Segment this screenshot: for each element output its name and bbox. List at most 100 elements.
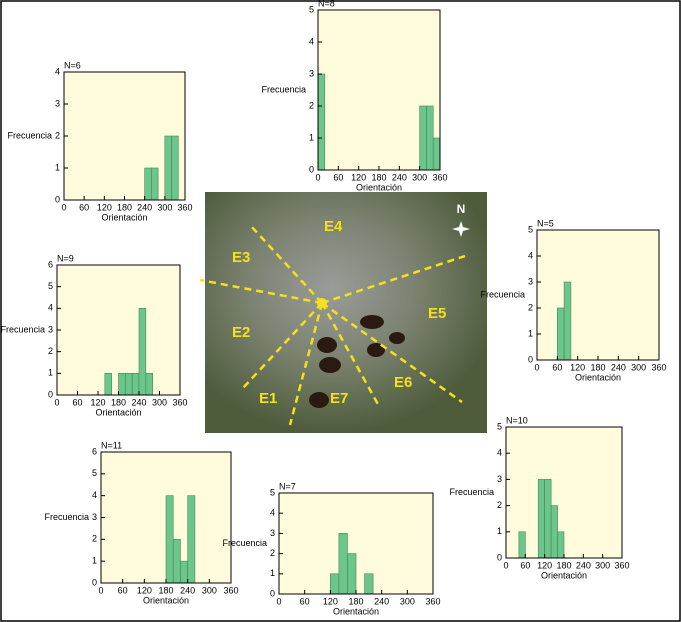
x-axis-label: Orientación [356, 182, 402, 192]
bar [125, 373, 133, 396]
x-tick-label: 0 [61, 202, 66, 212]
y-tick-label: 5 [48, 281, 53, 291]
bar [550, 505, 558, 559]
bar [426, 105, 434, 171]
bar [419, 105, 427, 171]
bar [145, 373, 153, 396]
bar [187, 495, 196, 584]
y-tick-label: 6 [48, 259, 53, 269]
bar [165, 495, 174, 584]
y-axis-label: Frecuencia [44, 512, 89, 522]
histogram-chart: 0 60 120 180 240 300 360 0 1 2 3 4 5 6 N=9 Orientación F… [0, 253, 187, 417]
y-tick-label: 4 [528, 250, 533, 260]
chart-title: N=8 [318, 0, 335, 8]
x-axis-label: Orientación [333, 606, 379, 616]
bar [537, 479, 545, 559]
y-tick-label: 2 [270, 548, 275, 558]
x-tick-label: 60 [79, 202, 89, 212]
y-tick-label: 1 [48, 368, 53, 378]
y-tick-label: 0 [528, 354, 533, 364]
histogram-chart: 0 60 120 180 240 300 360 0 1 2 3 4 5 N=10 Orientación F… [449, 415, 629, 580]
y-tick-label: 2 [92, 534, 97, 544]
y-tick-label: 5 [270, 487, 275, 497]
x-tick-label: 360 [177, 202, 192, 212]
y-axis-label: Frecuencia [449, 487, 494, 497]
bar [164, 135, 172, 201]
bar [544, 479, 552, 559]
y-tick-label: 3 [270, 528, 275, 538]
bar [171, 135, 179, 201]
y-tick-label: 1 [55, 162, 60, 172]
x-tick-label: 120 [97, 202, 112, 212]
y-axis-label: Frecuencia [0, 324, 45, 334]
x-tick-label: 60 [520, 560, 530, 570]
y-tick-label: 2 [497, 500, 502, 510]
histogram-chart: 0 60 120 180 240 300 360 0 1 2 3 4 5 N=7 Orientación Fr… [222, 481, 440, 616]
x-tick-label: 360 [425, 596, 440, 606]
bar [172, 539, 181, 584]
x-tick-label: 240 [131, 397, 146, 407]
x-axis-label: Orientación [541, 570, 587, 580]
x-tick-label: 360 [432, 172, 447, 182]
y-tick-label: 2 [309, 100, 314, 110]
chart-title: N=6 [64, 60, 81, 70]
x-tick-label: 180 [556, 560, 571, 570]
y-tick-label: 1 [528, 328, 533, 338]
x-tick-label: 60 [333, 172, 343, 182]
pits [309, 315, 405, 408]
sector-label: E1 [259, 390, 277, 407]
x-tick-label: 240 [611, 362, 626, 372]
x-tick-label: 0 [315, 172, 320, 182]
x-tick-label: 120 [90, 397, 105, 407]
north-label: N [457, 202, 466, 216]
x-tick-label: 0 [98, 585, 103, 595]
x-tick-label: 0 [54, 397, 59, 407]
x-tick-label: 240 [374, 596, 389, 606]
y-tick-label: 0 [92, 577, 97, 587]
y-tick-label: 5 [309, 4, 314, 14]
x-axis-label: Orientación [143, 595, 189, 605]
x-tick-label: 180 [371, 172, 386, 182]
y-tick-label: 1 [92, 556, 97, 566]
chart-title: N=11 [101, 440, 122, 450]
x-tick-label: 240 [180, 585, 195, 595]
bar [557, 531, 565, 559]
x-axis-label: Orientación [575, 372, 621, 382]
y-tick-label: 5 [528, 224, 533, 234]
compass [452, 221, 470, 237]
bar [338, 533, 348, 595]
bar [138, 308, 147, 396]
x-tick-label: 240 [137, 202, 152, 212]
x-tick-label: 0 [534, 362, 539, 372]
bar [144, 167, 152, 201]
y-axis-label: Frecuencia [7, 130, 52, 140]
y-tick-label: 3 [497, 474, 502, 484]
y-tick-label: 2 [55, 130, 60, 140]
y-tick-label: 3 [48, 324, 53, 334]
y-tick-label: 4 [92, 490, 97, 500]
x-tick-label: 360 [651, 362, 666, 372]
x-axis-label: Orientación [95, 407, 141, 417]
bar [330, 573, 340, 595]
y-tick-label: 4 [309, 36, 314, 46]
plot-area [537, 230, 659, 360]
y-tick-label: 3 [309, 68, 314, 78]
x-tick-label: 360 [614, 560, 629, 570]
x-tick-label: 60 [118, 585, 128, 595]
y-tick-label: 2 [48, 346, 53, 356]
x-tick-label: 60 [300, 596, 310, 606]
y-tick-label: 3 [55, 98, 60, 108]
y-tick-label: 0 [309, 164, 314, 174]
sector-lines [199, 224, 466, 426]
y-tick-label: 0 [48, 389, 53, 399]
x-tick-label: 300 [152, 397, 167, 407]
histogram-chart: 0 60 120 180 240 300 360 0 1 2 3 4 5 6 N=11 Orientación… [44, 440, 238, 605]
y-tick-label: 4 [48, 303, 53, 313]
x-tick-label: 360 [172, 397, 187, 407]
y-tick-label: 5 [92, 468, 97, 478]
sector-label: E2 [232, 324, 250, 341]
histogram-chart: 0 60 120 180 240 300 360 0 1 2 3 4 N=6 Orientación Fre… [7, 60, 192, 222]
x-tick-label: 60 [552, 362, 562, 372]
y-axis-label: Frecuencia [480, 289, 525, 299]
